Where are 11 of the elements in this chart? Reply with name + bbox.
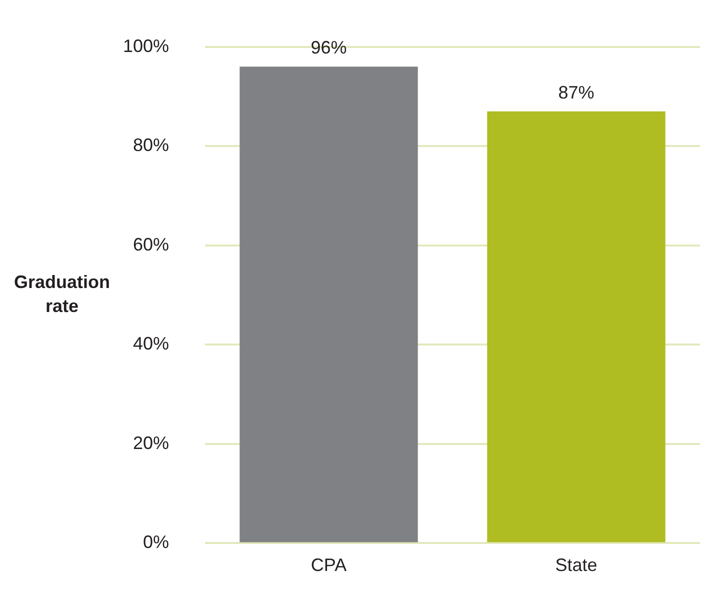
- y-tick-label: 20%: [132, 432, 169, 453]
- y-tick-label: 80%: [132, 135, 169, 156]
- data-label: 96%: [310, 38, 347, 58]
- y-tick-label: 0%: [142, 532, 169, 552]
- y-tick-label: 100%: [122, 36, 169, 56]
- y-axis-title: Graduation rate: [12, 271, 111, 318]
- x-tick-label: State: [555, 554, 598, 575]
- x-tick-label: CPA: [310, 554, 347, 575]
- y-tick-label: 40%: [132, 334, 169, 354]
- data-label: 87%: [558, 82, 594, 102]
- y-tick-label: 60%: [132, 234, 169, 254]
